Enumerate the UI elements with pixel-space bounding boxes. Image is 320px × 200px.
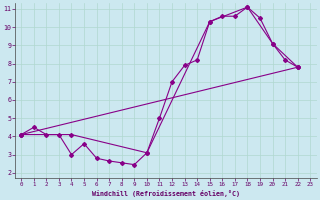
X-axis label: Windchill (Refroidissement éolien,°C): Windchill (Refroidissement éolien,°C) <box>92 190 240 197</box>
